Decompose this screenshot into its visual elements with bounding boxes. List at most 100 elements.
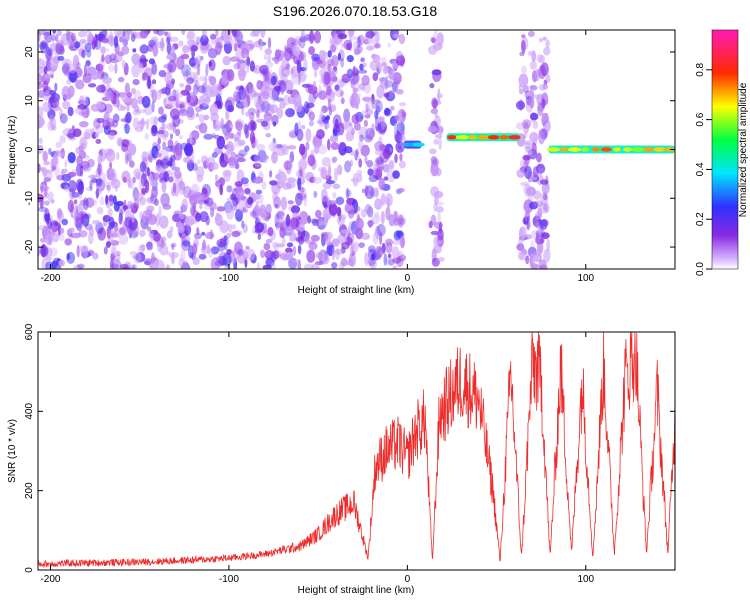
spectrogram-noise-blob [171, 45, 176, 56]
spectrogram-noise-blob [515, 100, 526, 110]
spectrogram-noise-blob [319, 109, 325, 121]
spectrogram-noise-blob [168, 251, 179, 259]
spectrogram-noise-blob [386, 196, 391, 209]
spectrogram-noise-blob [146, 226, 152, 232]
spectrogram-noise-blob [82, 95, 89, 107]
spectrogram-noise-blob [399, 102, 407, 107]
spectrogram-noise-blob [225, 96, 235, 110]
spectrogram-noise-blob [540, 192, 549, 206]
spectrogram-noise-blob [193, 71, 198, 84]
spectrogram-noise-blob [150, 230, 155, 242]
spectrogram-noise-blob [113, 223, 119, 232]
spectrogram-noise-blob [124, 113, 131, 124]
spectrogram-noise-blob [161, 87, 171, 95]
spectrogram-noise-blob [45, 233, 54, 246]
spectrogram-noise-blob [124, 82, 130, 95]
spectrogram-noise-blob [38, 206, 48, 213]
spectrogram-noise-blob [310, 234, 320, 242]
spectrogram-noise-blob [109, 161, 113, 170]
spectrogram-noise-blob [271, 151, 278, 164]
spectrogram-noise-blob [395, 89, 404, 95]
spectrogram-noise-blob [523, 133, 528, 139]
spectrogram-noise-blob [254, 154, 259, 163]
spectrogram-noise-blob [159, 215, 169, 229]
spectrogram-noise-blob [436, 93, 444, 99]
spectrogram-noise-blob [125, 111, 132, 124]
spectrogram-noise-blob [148, 58, 155, 65]
spectrogram-noise-blob [523, 141, 532, 150]
spectrogram-noise-blob [542, 204, 547, 211]
spectrogram-noise-blob [235, 121, 243, 131]
spectrogram-noise-blob [202, 125, 207, 134]
spectrogram-noise-blob [325, 85, 332, 96]
spectrogram-noise-blob [38, 163, 41, 173]
snr-panel: -200 -100 0 100 0 200 400 600 Height of straigh… [7, 323, 676, 596]
spectrogram-noise-blob [167, 63, 173, 74]
spectrogram-noise-blob [364, 154, 368, 165]
spectrogram-noise-blob [139, 229, 146, 237]
spectrogram-noise-blob [427, 125, 438, 133]
colorbar-tick-label: 0.6 [695, 112, 706, 126]
spectrogram-noise-blob [376, 159, 384, 173]
spectrogram-noise-blob [311, 218, 319, 226]
spectrogram-noise-blob [364, 203, 372, 214]
spectrogram-noise-blob [279, 101, 286, 109]
spectrogram-noise-blob [256, 261, 260, 269]
spectrogram-noise-blob [166, 230, 173, 239]
spectrogram-noise-blob [96, 101, 106, 113]
spectrogram-noise-blob [543, 248, 551, 263]
spectrogram-noise-blob [85, 60, 91, 67]
spectrogram-noise-blob [331, 55, 339, 68]
spectrogram-noise-blob [374, 43, 381, 49]
spectrogram-noise-blob [202, 30, 207, 40]
spectrogram-noise-blob [341, 242, 350, 250]
spectrogram-noise-blob [169, 91, 176, 97]
spectrogram-noise-blob [156, 159, 161, 173]
spectrogram-noise-blob [114, 62, 118, 74]
spectrogram-noise-blob [118, 233, 129, 245]
spectrogram-noise-blob [77, 263, 85, 269]
spectrogram-noise-blob [141, 189, 147, 196]
spectrogram-signal-core [664, 147, 675, 152]
spectrogram-noise-blob [85, 30, 91, 34]
spectrogram-noise-blob [156, 240, 166, 248]
spectrogram-noise-blob [237, 200, 248, 212]
spectrogram-noise-blob [176, 56, 185, 70]
spectrogram-noise-blob [119, 208, 124, 222]
spectrogram-noise-blob [124, 151, 129, 165]
spectrogram-noise-blob [86, 33, 93, 40]
spectrogram-noise-blob [331, 246, 335, 261]
spectrogram-noise-blob [337, 52, 341, 61]
spectrogram-noise-blob [387, 42, 392, 48]
spectrogram-noise-blob [116, 137, 123, 147]
spectrogram-noise-blob [122, 30, 130, 43]
spectrogram-noise-blob [344, 160, 352, 173]
spectrogram-noise-blob [386, 256, 390, 266]
spectrogram-noise-blob [189, 132, 193, 145]
spectrogram-noise-blob [166, 89, 170, 94]
spectrogram-noise-blob [521, 34, 526, 39]
spectrogram-noise-blob [292, 245, 296, 256]
spectrogram-noise-blob [54, 151, 65, 158]
spectrogram-noise-blob [321, 105, 328, 114]
spectrogram-noise-blob [298, 236, 305, 245]
spectrogram-noise-blob [52, 30, 56, 35]
spectrogram-noise-blob [291, 258, 299, 263]
spectrogram-noise-blob [288, 158, 293, 172]
spectrogram-noise-blob [100, 37, 110, 44]
spectrogram-noise-blob [106, 184, 111, 191]
spectrogram-noise-blob [539, 179, 549, 185]
spectrogram-noise-blob [275, 243, 286, 248]
colorbar-tick-label: 0.0 [695, 262, 706, 276]
snr-background [38, 332, 675, 570]
spectrogram-noise-blob [433, 30, 438, 43]
spectrogram-noise-blob [352, 93, 360, 106]
spectrogram-noise-blob [175, 128, 181, 137]
spectrogram-noise-blob [84, 42, 92, 53]
spectrogram-noise-blob [231, 230, 241, 238]
spectrogram-noise-blob [231, 30, 238, 37]
spectrogram-noise-blob [61, 33, 69, 46]
spectrogram-noise-blob [209, 162, 219, 171]
spectrogram-x-tick-label: -100 [219, 273, 239, 284]
spectrogram-noise-blob [536, 232, 540, 245]
